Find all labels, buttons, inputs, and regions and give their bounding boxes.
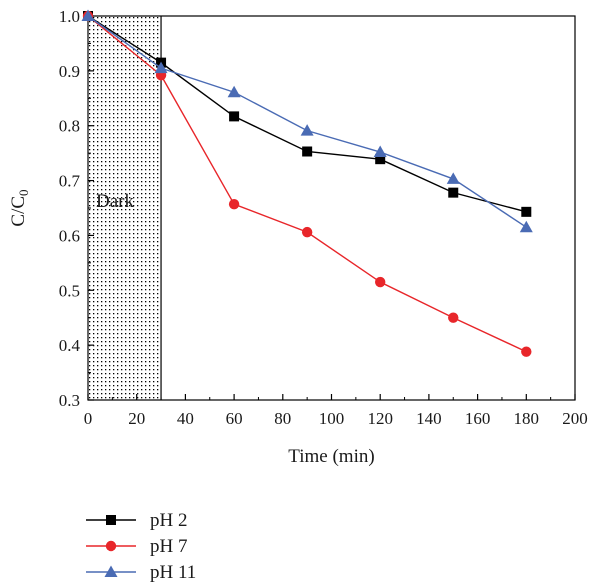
series-layer — [81, 9, 533, 357]
x-axis: 0 20 40 60 80 100 120 140 160 180 200 — [84, 394, 588, 428]
x-tick-label: 180 — [514, 409, 540, 428]
y-tick-label: 0.7 — [59, 172, 81, 191]
series-ph-11 — [81, 9, 533, 233]
x-tick-label: 40 — [177, 409, 194, 428]
x-tick-label: 20 — [128, 409, 145, 428]
x-tick-label: 80 — [274, 409, 291, 428]
data-point — [302, 146, 313, 157]
legend-item: pH 7 — [86, 536, 187, 557]
data-point — [227, 85, 241, 98]
data-point — [375, 154, 386, 165]
data-point — [521, 346, 532, 357]
data-point — [448, 187, 459, 198]
series-ph-7 — [82, 10, 532, 357]
y-axis-title-subscript: 0 — [16, 189, 31, 196]
y-tick-label: 1.0 — [59, 7, 80, 26]
data-point — [154, 61, 168, 74]
data-point — [448, 312, 459, 323]
x-tick-label: 60 — [226, 409, 243, 428]
x-axis-title: Time (min) — [288, 446, 374, 467]
legend-swatch-marker — [106, 515, 116, 525]
x-tick-label: 100 — [319, 409, 345, 428]
data-point — [81, 9, 95, 21]
y-tick-label: 0.6 — [59, 226, 80, 245]
data-point — [375, 276, 386, 288]
y-axis-title-main: C/C — [8, 196, 29, 227]
x-tick-label: 160 — [465, 409, 491, 428]
y-tick-label: 0.5 — [59, 281, 80, 300]
legend-swatch-marker — [104, 565, 118, 577]
dark-annotation: Dark — [96, 191, 134, 212]
data-point — [228, 198, 240, 210]
y-tick-label: 0.4 — [59, 336, 81, 355]
data-point — [519, 220, 533, 233]
legend: pH 2 pH 7 pH 11 — [86, 510, 196, 583]
y-axis: 0.3 0.4 0.5 0.6 0.7 0.8 0.9 1.0 — [59, 7, 94, 410]
data-point — [521, 206, 532, 217]
legend-item: pH 2 — [86, 510, 187, 531]
dark-region — [88, 16, 162, 400]
x-tick-label: 140 — [416, 409, 442, 428]
legend-label: pH 2 — [150, 510, 187, 531]
x-tick-label: 200 — [562, 409, 588, 428]
y-tick-label: 0.8 — [59, 117, 80, 136]
y-axis-title: C/C0 — [8, 189, 31, 226]
x-tick-label: 120 — [367, 409, 393, 428]
data-point — [300, 124, 314, 136]
legend-item: pH 11 — [86, 562, 196, 583]
legend-label: pH 7 — [150, 536, 187, 557]
data-point — [373, 145, 387, 158]
data-point — [446, 172, 460, 184]
legend-swatch-marker — [105, 540, 117, 552]
x-tick-label: 0 — [84, 409, 93, 428]
data-point — [301, 226, 313, 238]
y-tick-label: 0.9 — [59, 62, 80, 81]
y-tick-label: 0.3 — [59, 391, 80, 410]
data-point — [229, 111, 240, 122]
legend-label: pH 11 — [150, 562, 196, 583]
